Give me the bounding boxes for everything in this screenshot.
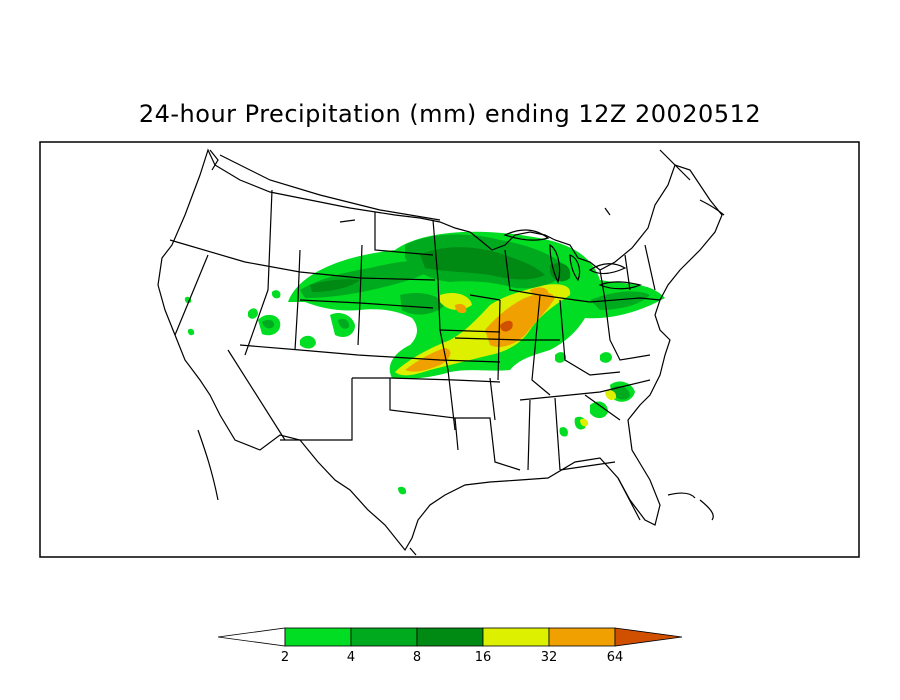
map-title: 24-hour Precipitation (mm) ending 12Z 20… — [138, 100, 762, 128]
colorbar-segment — [548, 627, 616, 647]
colorbar-label: 8 — [413, 650, 421, 665]
colorbar-segment — [284, 627, 352, 647]
colorbar-label: 16 — [475, 650, 492, 665]
colorbar-segment — [350, 627, 418, 647]
colorbar: 2 4 8 16 32 64 — [217, 627, 683, 665]
colorbar-label: 4 — [347, 650, 355, 665]
colorbar-upper-triangle — [614, 627, 683, 647]
map-content — [157, 148, 725, 556]
precip-band-64-plus — [500, 320, 513, 332]
colorbar-segment — [482, 627, 550, 647]
colorbar-label: 32 — [541, 650, 558, 665]
colorbar-lower-triangle — [217, 627, 286, 647]
colorbar-segment — [416, 627, 484, 647]
colorbar-label: 64 — [607, 650, 624, 665]
colorbar-label: 2 — [281, 650, 289, 665]
map-frame — [39, 141, 860, 558]
state-boundaries — [157, 148, 725, 556]
precip-band-8-16 — [310, 247, 571, 292]
